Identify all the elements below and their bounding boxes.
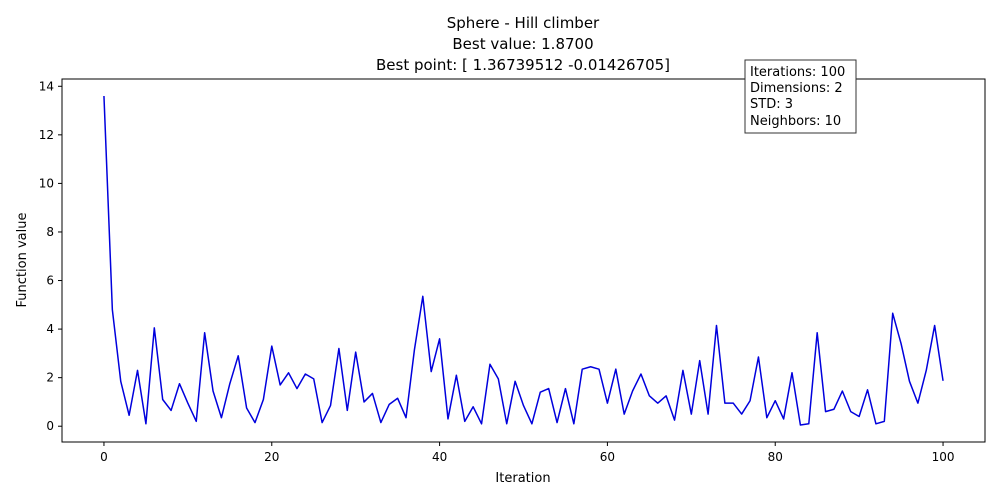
info-neighbors: Neighbors: 10 [750,114,841,129]
info-iterations: Iterations: 100 [750,65,845,80]
series-line [103,95,944,426]
info-dimensions: Dimensions: 2 [750,81,843,96]
chart-title-line-2: Best value: 1.8700 [452,35,593,53]
x-tick-label: 20 [264,450,279,464]
x-tick-label: 40 [432,450,447,464]
y-tick-label: 8 [46,225,54,239]
x-tick-label: 60 [600,450,615,464]
info-std: STD: 3 [750,97,793,112]
y-tick-label: 10 [39,176,54,190]
x-tick-label: 100 [932,450,955,464]
y-tick-label: 12 [39,128,54,142]
y-tick-label: 0 [46,419,54,433]
chart-title-line-3: Best point: [ 1.36739512 -0.01426705] [376,56,670,74]
x-tick-label: 80 [768,450,783,464]
y-tick-label: 4 [46,322,54,336]
y-tick-label: 14 [39,79,54,93]
info-box: Iterations: 100 Dimensions: 2 STD: 3 Nei… [744,59,857,134]
x-tick-label: 0 [100,450,108,464]
info-box-frame [744,59,857,134]
chart-title-line-1: Sphere - Hill climber [447,14,600,32]
y-tick-label: 6 [46,274,54,288]
plot-area: 0 20 40 60 80 100 0 2 4 6 8 10 12 14 [39,78,986,464]
axes-frame [61,78,986,443]
y-tick-label: 2 [46,371,54,385]
y-axis-label: Function value [15,213,30,308]
x-axis-label: Iteration [495,471,550,486]
